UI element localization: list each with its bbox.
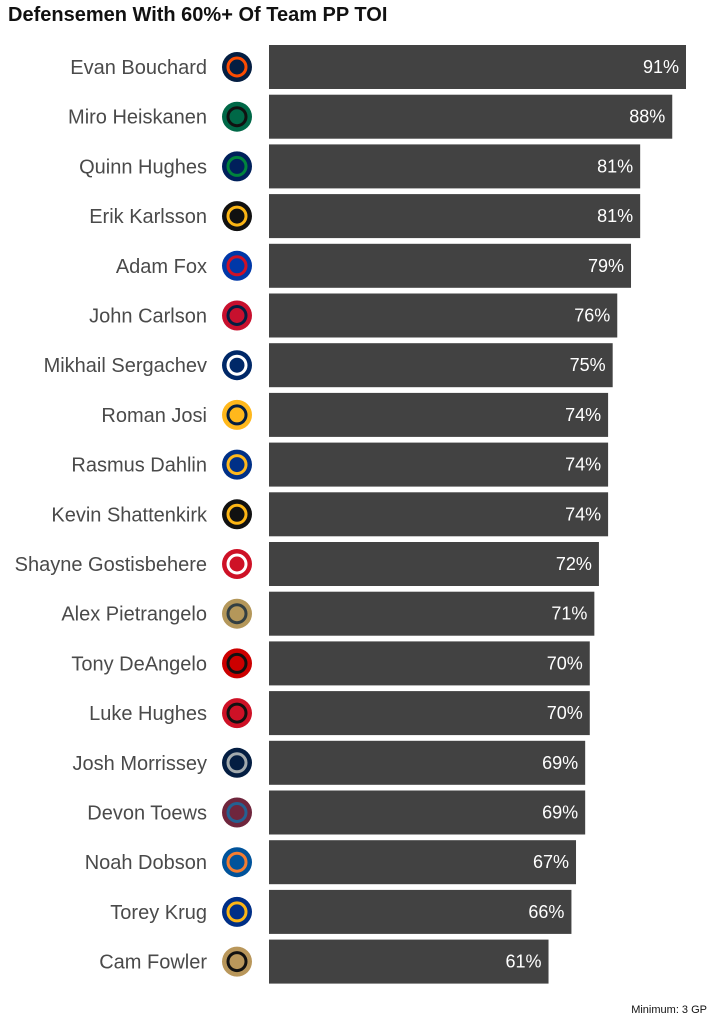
player-name-label: Kevin Shattenkirk	[51, 504, 208, 526]
bar-value-label: 69%	[542, 753, 578, 773]
player-name-label: Rasmus Dahlin	[71, 455, 207, 477]
player-name-label: Evan Bouchard	[70, 57, 207, 79]
canucks-logo-icon	[222, 151, 252, 182]
bar-value-label: 69%	[542, 803, 578, 823]
bar-value-label: 61%	[505, 952, 541, 972]
bar-value-label: 79%	[588, 256, 624, 276]
bar	[269, 243, 632, 288]
sabres-logo-icon	[222, 449, 252, 480]
chart-caption: Minimum: 3 GP	[631, 1004, 707, 1016]
bar-value-label: 66%	[528, 902, 564, 922]
player-name-label: Devon Toews	[87, 803, 207, 825]
player-name-label: Alex Pietrangelo	[61, 604, 207, 626]
bar	[269, 45, 686, 89]
bar-value-label: 75%	[570, 355, 606, 375]
bruins-logo-icon	[222, 499, 252, 530]
player-name-label: Adam Fox	[116, 256, 207, 278]
bar	[269, 591, 595, 636]
bar	[269, 194, 641, 239]
bar-value-label: 91%	[643, 57, 679, 77]
bar-value-label: 74%	[565, 504, 601, 524]
bar	[269, 840, 577, 885]
bar-value-label: 67%	[533, 852, 569, 872]
player-name-label: Torey Krug	[110, 902, 207, 924]
player-name-label: John Carlson	[89, 306, 207, 328]
bar	[269, 343, 613, 388]
bar	[269, 293, 618, 338]
player-name-label: Luke Hughes	[89, 703, 207, 725]
bar-value-label: 76%	[574, 306, 610, 326]
player-name-label: Shayne Gostisbehere	[15, 554, 207, 576]
bar	[269, 392, 609, 437]
player-name-label: Noah Dobson	[85, 852, 207, 874]
bar	[269, 691, 590, 736]
bar	[269, 889, 572, 934]
red-wings-logo-icon	[222, 549, 252, 579]
bar-value-label: 81%	[597, 206, 633, 226]
player-name-label: Mikhail Sergachev	[44, 355, 207, 377]
penguins-logo-icon	[222, 201, 252, 232]
bar	[269, 492, 609, 537]
bar	[269, 740, 586, 785]
hurricanes-logo-icon	[222, 648, 252, 679]
ducks-logo-icon	[222, 946, 252, 977]
bar	[269, 542, 599, 586]
bar-value-label: 70%	[547, 653, 583, 673]
bar-value-label: 70%	[547, 703, 583, 723]
player-name-label: Quinn Hughes	[79, 156, 207, 178]
oilers-logo-icon	[222, 52, 252, 82]
capitals-logo-icon	[222, 300, 252, 331]
avalanche-logo-icon	[222, 797, 252, 828]
player-name-label: Erik Karlsson	[89, 206, 207, 228]
player-name-label: Cam Fowler	[99, 952, 207, 974]
player-name-label: Miro Heiskanen	[68, 107, 207, 129]
jets-logo-icon	[222, 747, 252, 778]
player-name-label: Tony DeAngelo	[71, 653, 207, 675]
bar	[269, 641, 590, 686]
bar	[269, 144, 641, 189]
stars-logo-icon	[222, 101, 252, 132]
blues-logo-icon	[222, 896, 252, 927]
islanders-logo-icon	[222, 847, 252, 878]
devils-logo-icon	[222, 698, 252, 729]
rangers-logo-icon	[222, 250, 252, 281]
bar-value-label: 74%	[565, 455, 601, 475]
bar	[269, 790, 586, 835]
player-name-label: Roman Josi	[101, 405, 207, 427]
bar-value-label: 71%	[551, 604, 587, 624]
bar-value-label: 74%	[565, 405, 601, 425]
chart-title: Defensemen With 60%+ Of Team PP TOI	[8, 4, 388, 26]
bar	[269, 939, 549, 984]
golden-knights-logo-icon	[222, 598, 252, 629]
predators-logo-icon	[222, 399, 252, 430]
player-name-label: Josh Morrissey	[73, 753, 207, 775]
bar-value-label: 88%	[629, 107, 665, 127]
bar	[269, 442, 609, 487]
bar-value-label: 72%	[556, 554, 592, 574]
bar	[269, 94, 673, 139]
bar-value-label: 81%	[597, 156, 633, 176]
lightning-logo-icon	[222, 350, 252, 381]
